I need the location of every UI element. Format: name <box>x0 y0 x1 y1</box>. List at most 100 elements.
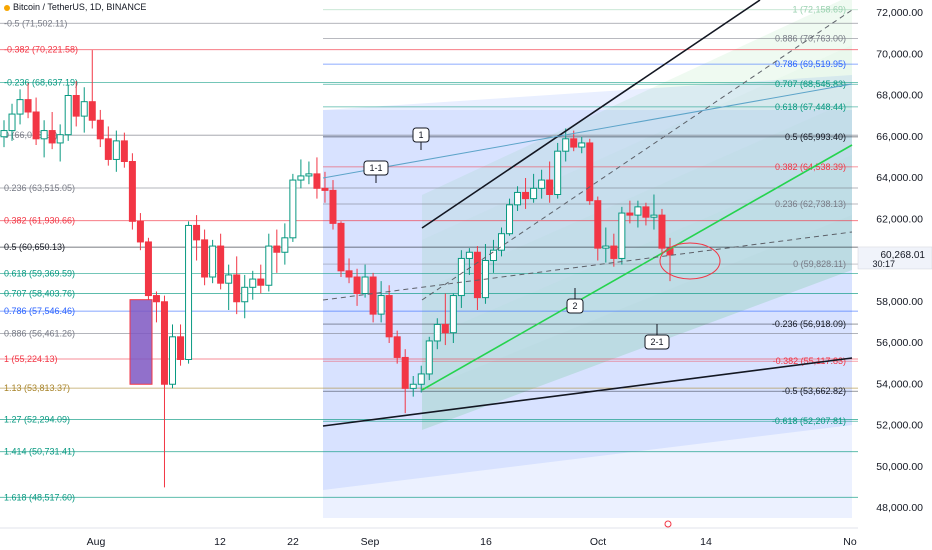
price-tick: 68,000.00 <box>876 90 923 102</box>
candle-bull <box>449 295 457 334</box>
candle-bull <box>554 150 562 195</box>
candle-bull <box>497 233 505 251</box>
candle-bear <box>626 212 634 216</box>
fib-left-label: 1.13 (53,813.37) <box>4 383 70 393</box>
channel-band <box>422 0 852 240</box>
candle-bull <box>80 101 88 117</box>
price-tick: 62,000.00 <box>876 213 923 225</box>
candle-bear <box>152 295 160 303</box>
candle-bear <box>570 138 578 148</box>
candle-bear <box>72 95 80 117</box>
callout-box <box>644 334 670 350</box>
channel-band <box>422 155 852 390</box>
time-label: 22 <box>287 536 299 548</box>
fib-right-label: 1 (72,158.69) <box>792 5 846 15</box>
time-label: Sep <box>361 536 380 548</box>
candle-bear <box>473 251 481 299</box>
fib-right-label: 0.236 (62,738.13) <box>775 199 846 209</box>
channel-upper-line <box>421 0 761 229</box>
fib-left-label: 0.382 (61,930.66) <box>4 216 75 226</box>
fib-zone-left <box>323 110 852 518</box>
fib-right-label: 0.618 (67,448.44) <box>775 102 846 112</box>
fib-left-label: -0.382 (70,221.58) <box>4 45 78 55</box>
candle-bear <box>32 111 40 140</box>
candle-bull <box>433 323 441 342</box>
candle-bull <box>465 251 473 259</box>
candle-bull <box>489 249 497 261</box>
fib-right-label: 0 (59,828.11) <box>793 259 846 269</box>
price-tick: 66,000.00 <box>876 131 923 143</box>
candle-bull <box>377 295 385 315</box>
fib-left-label: 0.886 (56,461.26) <box>4 328 75 338</box>
candle-bear <box>136 220 144 243</box>
candle-bull <box>297 175 305 181</box>
candle-bull <box>289 179 297 239</box>
candle-bull <box>650 214 658 218</box>
fib-right-label: -0.618 (52,207.81) <box>772 416 846 426</box>
event-marker-icon <box>664 520 672 528</box>
fib-left-label: 0 (66,076.12) <box>4 130 58 140</box>
fib-left-label: 0.236 (63,515.05) <box>4 183 75 193</box>
price-tick: 64,000.00 <box>876 172 923 184</box>
candle-bull <box>618 212 626 259</box>
channel-band <box>422 100 852 340</box>
candle-bull <box>361 276 369 294</box>
candle-bull <box>409 383 417 389</box>
candle-bull <box>16 99 24 115</box>
candle-bear <box>201 239 209 278</box>
fib-right-label: 0.786 (69,519.95) <box>775 59 846 69</box>
fib-left-label: 0.786 (57,546.46) <box>4 306 75 316</box>
candle-bull <box>112 140 120 160</box>
candle-bull <box>457 257 465 297</box>
candle-bear <box>385 295 393 338</box>
candle-bull <box>305 173 313 177</box>
candle-bear <box>401 356 409 389</box>
candle-bear <box>88 101 96 121</box>
candle-bear <box>337 222 345 272</box>
candle-bear <box>329 189 337 224</box>
channel-median-line <box>421 144 853 391</box>
price-tick: 70,000.00 <box>876 48 923 60</box>
candle-bull <box>185 224 193 360</box>
candle-bear <box>257 278 265 286</box>
candle-bear <box>96 119 104 140</box>
fib-right-label: -0.382 (55,117.83) <box>773 356 846 366</box>
candle-bull <box>538 179 546 189</box>
candle-bull <box>249 278 257 288</box>
candle-bear <box>642 206 650 218</box>
fib-left-label: 1.27 (52,294.09) <box>4 414 70 424</box>
candle-bull <box>514 191 522 206</box>
candle-bull <box>281 237 289 253</box>
candle-bull <box>578 142 586 148</box>
fib-right-label: 0.5 (65,993.40) <box>785 132 846 142</box>
price-tick: 48,000.00 <box>876 502 923 514</box>
candle-bear <box>104 138 112 160</box>
callout-box <box>363 160 389 176</box>
candle-bear <box>193 224 201 241</box>
fib-zone-right <box>323 75 852 490</box>
fib-left-label: 1 (55,224.13) <box>4 354 58 364</box>
candle-bull <box>0 130 8 138</box>
fib-left-label: 0.707 (58,403.76) <box>4 288 75 298</box>
candle-bear <box>233 274 241 303</box>
candle-bear <box>546 179 554 195</box>
fib-right-label: 0.382 (64,538.39) <box>775 162 846 172</box>
time-label: 14 <box>700 536 712 548</box>
price-tick: 52,000.00 <box>876 420 923 432</box>
candle-bear <box>353 276 361 294</box>
candle-bear <box>441 323 449 334</box>
dashed-line <box>421 9 853 301</box>
channel-band <box>422 215 852 430</box>
candle-bear <box>217 245 225 284</box>
target-ellipse <box>659 242 721 280</box>
candle-bear <box>128 161 136 222</box>
candle-bear <box>160 301 168 385</box>
candle-bull <box>417 373 425 385</box>
time-axis-bg <box>0 528 932 550</box>
callout-label: 2-1 <box>650 337 663 347</box>
price-tick: 72,000.00 <box>876 7 923 19</box>
countdown-label: 30:17 <box>872 259 895 269</box>
highlight-candle <box>129 299 153 385</box>
